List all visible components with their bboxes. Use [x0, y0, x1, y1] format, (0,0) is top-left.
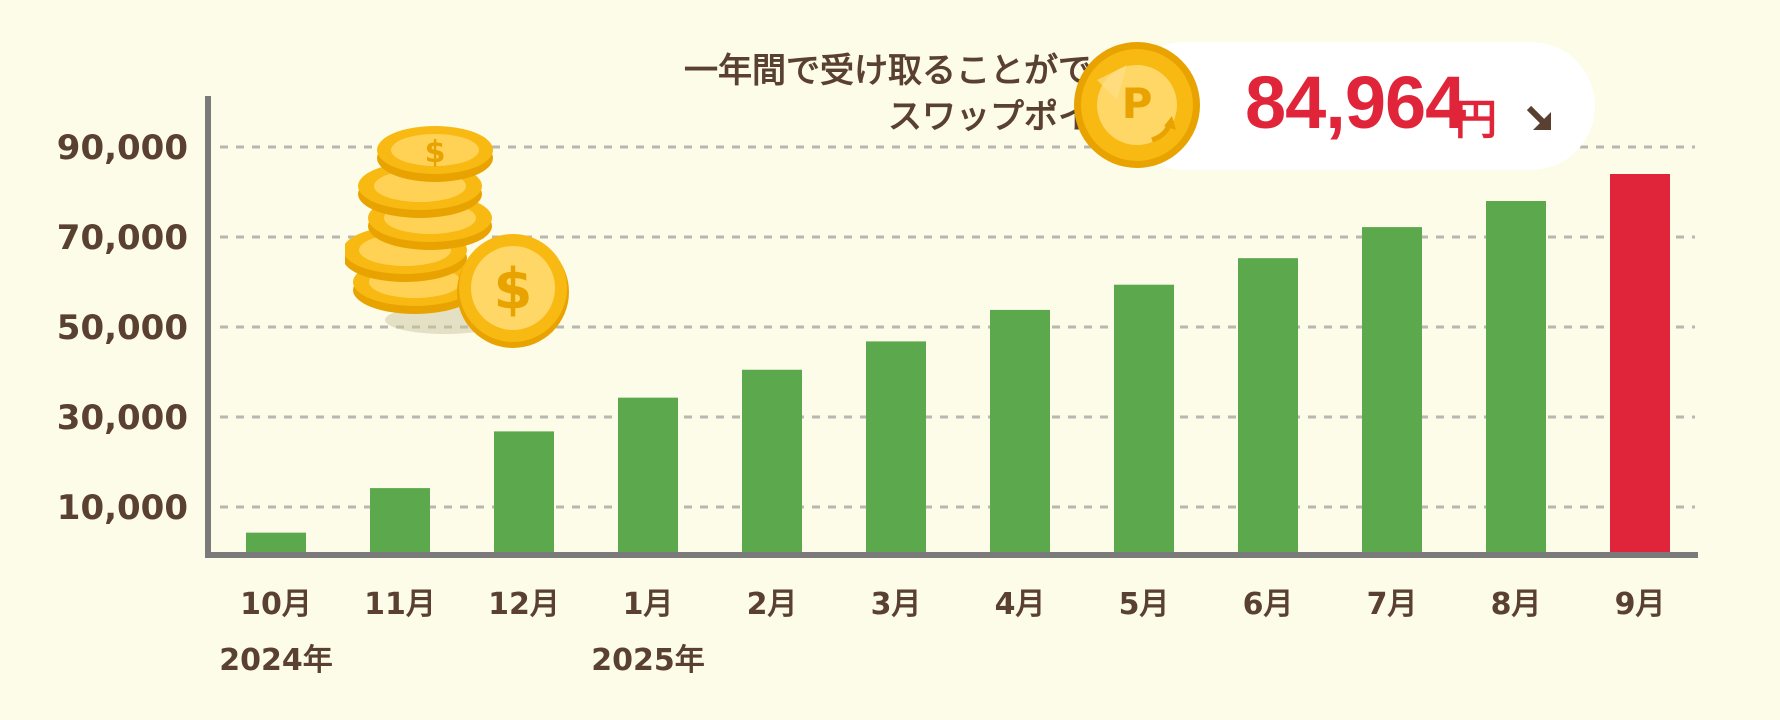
bar [1486, 201, 1546, 552]
bar [618, 397, 678, 552]
bar [1362, 227, 1422, 552]
coin-symbol: $ [494, 257, 533, 322]
year-label: 2025年 [591, 643, 705, 678]
bar [494, 431, 554, 552]
bar [1238, 258, 1298, 552]
point-symbol: P [1122, 79, 1153, 128]
dollar-coin-icon: $ [457, 234, 569, 348]
bar [866, 341, 926, 552]
y-tick-label: 30,000 [57, 398, 188, 438]
bar [246, 532, 306, 552]
x-tick-label: 11月 [364, 587, 436, 622]
arrow-down-right-icon [1526, 105, 1551, 130]
coin-symbol: $ [425, 135, 446, 170]
bar-highlight [1610, 174, 1670, 552]
x-tick-label: 8月 [1491, 587, 1542, 622]
bar [990, 309, 1050, 552]
bar [370, 488, 430, 552]
year-label: 2024年 [219, 643, 333, 678]
coin-stack-icon: $ $ [345, 126, 569, 348]
point-coin-icon: P [1074, 42, 1200, 168]
x-tick-label: 6月 [1243, 587, 1294, 622]
x-tick-labels: 10月 11月 12月 1月 2月 3月 4月 5月 6月 7月 8月 9月 2024年 2025年 [219, 587, 1665, 678]
x-tick-label: 4月 [995, 587, 1046, 622]
x-tick-label: 9月 [1615, 587, 1666, 622]
total-value: 84,964 [1245, 61, 1466, 144]
total-unit: 円 [1455, 95, 1498, 144]
y-tick-label: 10,000 [57, 488, 188, 528]
x-tick-label: 12月 [488, 587, 560, 622]
y-tick-labels: 10,000 30,000 50,000 70,000 90,000 [57, 128, 188, 528]
axes [205, 96, 1698, 558]
x-tick-label: 7月 [1367, 587, 1418, 622]
x-tick-label: 3月 [871, 587, 922, 622]
x-tick-label: 10月 [240, 587, 312, 622]
y-tick-label: 70,000 [57, 218, 188, 258]
x-tick-label: 5月 [1119, 587, 1170, 622]
x-tick-label: 1月 [623, 587, 674, 622]
bars [246, 174, 1670, 552]
x-tick-label: 2月 [747, 587, 798, 622]
y-tick-label: 50,000 [57, 308, 188, 348]
bar [1114, 284, 1174, 552]
y-tick-label: 90,000 [57, 128, 188, 168]
bar [742, 369, 802, 552]
